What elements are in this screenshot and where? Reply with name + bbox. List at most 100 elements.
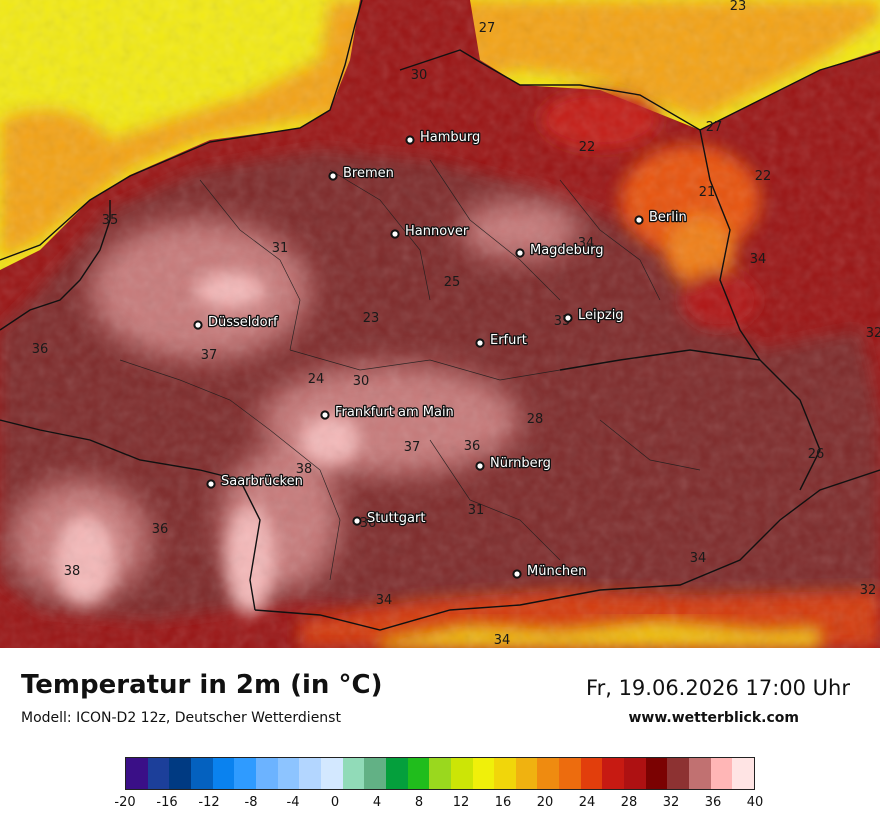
- legend-tick-label: -12: [198, 795, 220, 810]
- legend-color-cell: [537, 758, 560, 789]
- city-dot: [390, 229, 400, 239]
- city-dot: [563, 313, 573, 323]
- temperature-value-label: 34: [690, 551, 707, 566]
- city-dot: [320, 410, 330, 420]
- city-marker[interactable]: Frankfurt am Main: [320, 404, 455, 421]
- temperature-value-label: 38: [296, 462, 313, 477]
- city-dot: [634, 215, 644, 225]
- legend-color-cell: [689, 758, 711, 789]
- city-label: Erfurt: [490, 333, 527, 348]
- legend-color-cell: [602, 758, 625, 789]
- temperature-value-label: 34: [494, 633, 511, 648]
- city-marker[interactable]: Leipzig: [563, 307, 625, 324]
- city-dot: [475, 461, 485, 471]
- city-marker[interactable]: München: [512, 563, 588, 580]
- city-marker[interactable]: Berlin: [634, 209, 688, 226]
- city-marker[interactable]: Nürnberg: [475, 455, 552, 472]
- legend-color-cell: [190, 758, 213, 789]
- city-marker[interactable]: Hamburg: [405, 129, 482, 146]
- city-markers: Hamburg Bremen Hannover Berlin Magdeburg Düss…: [193, 129, 688, 580]
- legend-color-cell: [342, 758, 365, 789]
- temperature-value-label: 27: [479, 21, 496, 36]
- city-marker[interactable]: Bremen: [328, 165, 395, 182]
- legend-color-cell: [277, 758, 300, 789]
- border-czech: [559, 349, 821, 491]
- temperature-value-label: 23: [730, 0, 747, 14]
- legend-tick-labels: -20 -16 -12 -8 -4 0 4 8 12 16 20 24 28 32 36 40: [114, 795, 763, 813]
- city-dot: [515, 248, 525, 258]
- city-label: München: [527, 564, 586, 579]
- legend-color-cell: [429, 758, 451, 789]
- temperature-map[interactable]: 23 27 30 22 27 21 22 35 31 34 34 25 36 37 23 30 24 35 32 28…: [0, 0, 880, 648]
- city-dot: [512, 569, 522, 579]
- temperature-value-label: 32: [866, 326, 880, 341]
- city-label: Magdeburg: [530, 243, 604, 258]
- temperature-value-label: 31: [468, 503, 485, 518]
- legend-color-cell: [169, 758, 191, 789]
- temperature-value-label: 27: [706, 120, 723, 135]
- legend-color-cell: [320, 758, 343, 789]
- legend-color-bar: [125, 757, 755, 790]
- city-label: Bremen: [343, 166, 394, 181]
- legend-color-cell: [580, 758, 603, 789]
- city-label: Leipzig: [578, 308, 624, 323]
- city-label: Hannover: [405, 224, 469, 239]
- coastline-north: [0, 0, 363, 261]
- city-dot: [206, 479, 216, 489]
- legend-tick-label: -20: [114, 795, 136, 810]
- legend-color-cell: [407, 758, 430, 789]
- legend-color-cell: [234, 758, 256, 789]
- legend-tick-label: 40: [746, 795, 764, 810]
- legend-tick-label: -4: [286, 795, 300, 810]
- legend-color-cell: [624, 758, 646, 789]
- legend-color-cell: [472, 758, 495, 789]
- legend-color-cell: [515, 758, 538, 789]
- border-switzerland-austria: [254, 469, 880, 631]
- city-marker[interactable]: Düsseldorf: [193, 314, 279, 331]
- legend-color-cell: [559, 758, 581, 789]
- website-url[interactable]: www.wetterblick.com: [628, 710, 800, 726]
- legend-tick-label: 20: [536, 795, 554, 810]
- temperature-value-label: 24: [308, 372, 325, 387]
- city-label: Stuttgart: [367, 511, 425, 526]
- city-marker[interactable]: Magdeburg: [515, 242, 605, 259]
- forecast-datetime: Fr, 19.06.2026 17:00 Uhr: [586, 676, 850, 700]
- map-title: Temperatur in 2m (in °C): [21, 670, 383, 700]
- temperature-value-label: 22: [755, 169, 772, 184]
- temperature-value-label: 38: [64, 564, 81, 579]
- city-dot: [405, 135, 415, 145]
- legend-color-cell: [645, 758, 668, 789]
- legend-tick-label: 0: [330, 795, 340, 810]
- temperature-value-label: 31: [272, 241, 289, 256]
- legend-color-cell: [212, 758, 235, 789]
- temperature-value-label: 36: [360, 516, 377, 531]
- legend-color-cell: [364, 758, 386, 789]
- city-dot: [193, 320, 203, 330]
- city-marker[interactable]: Saarbrücken: [206, 473, 304, 490]
- temperature-value-label: 30: [353, 374, 370, 389]
- legend-color-cell: [667, 758, 690, 789]
- legend-tick-label: 24: [578, 795, 596, 810]
- legend-tick-label: 32: [662, 795, 680, 810]
- legend-tick-label: 16: [494, 795, 512, 810]
- temperature-value-label: 34: [578, 236, 595, 251]
- legend-tick-label: -8: [244, 795, 258, 810]
- city-label: Frankfurt am Main: [335, 405, 454, 420]
- legend-tick-label: 4: [372, 795, 382, 810]
- temperature-value-label: 36: [152, 522, 169, 537]
- legend-color-cell: [299, 758, 321, 789]
- footer: Temperatur in 2m (in °C) Modell: ICON-D2…: [0, 648, 880, 830]
- border-netherlands: [0, 200, 111, 331]
- temperature-value-label: 37: [404, 440, 421, 455]
- temperature-value-label: 32: [860, 583, 877, 598]
- city-marker[interactable]: Stuttgart: [352, 510, 427, 527]
- border-poland: [699, 129, 761, 361]
- color-legend: -20 -16 -12 -8 -4 0 4 8 12 16 20 24 28 32 36 40: [114, 757, 763, 810]
- city-marker[interactable]: Hannover: [390, 223, 470, 240]
- temperature-value-label: 21: [699, 185, 716, 200]
- city-label: Nürnberg: [490, 456, 551, 471]
- city-marker[interactable]: Erfurt: [475, 332, 528, 349]
- temperature-value-label: 36: [32, 342, 49, 357]
- city-dot: [328, 171, 338, 181]
- legend-tick-label: 8: [414, 795, 424, 810]
